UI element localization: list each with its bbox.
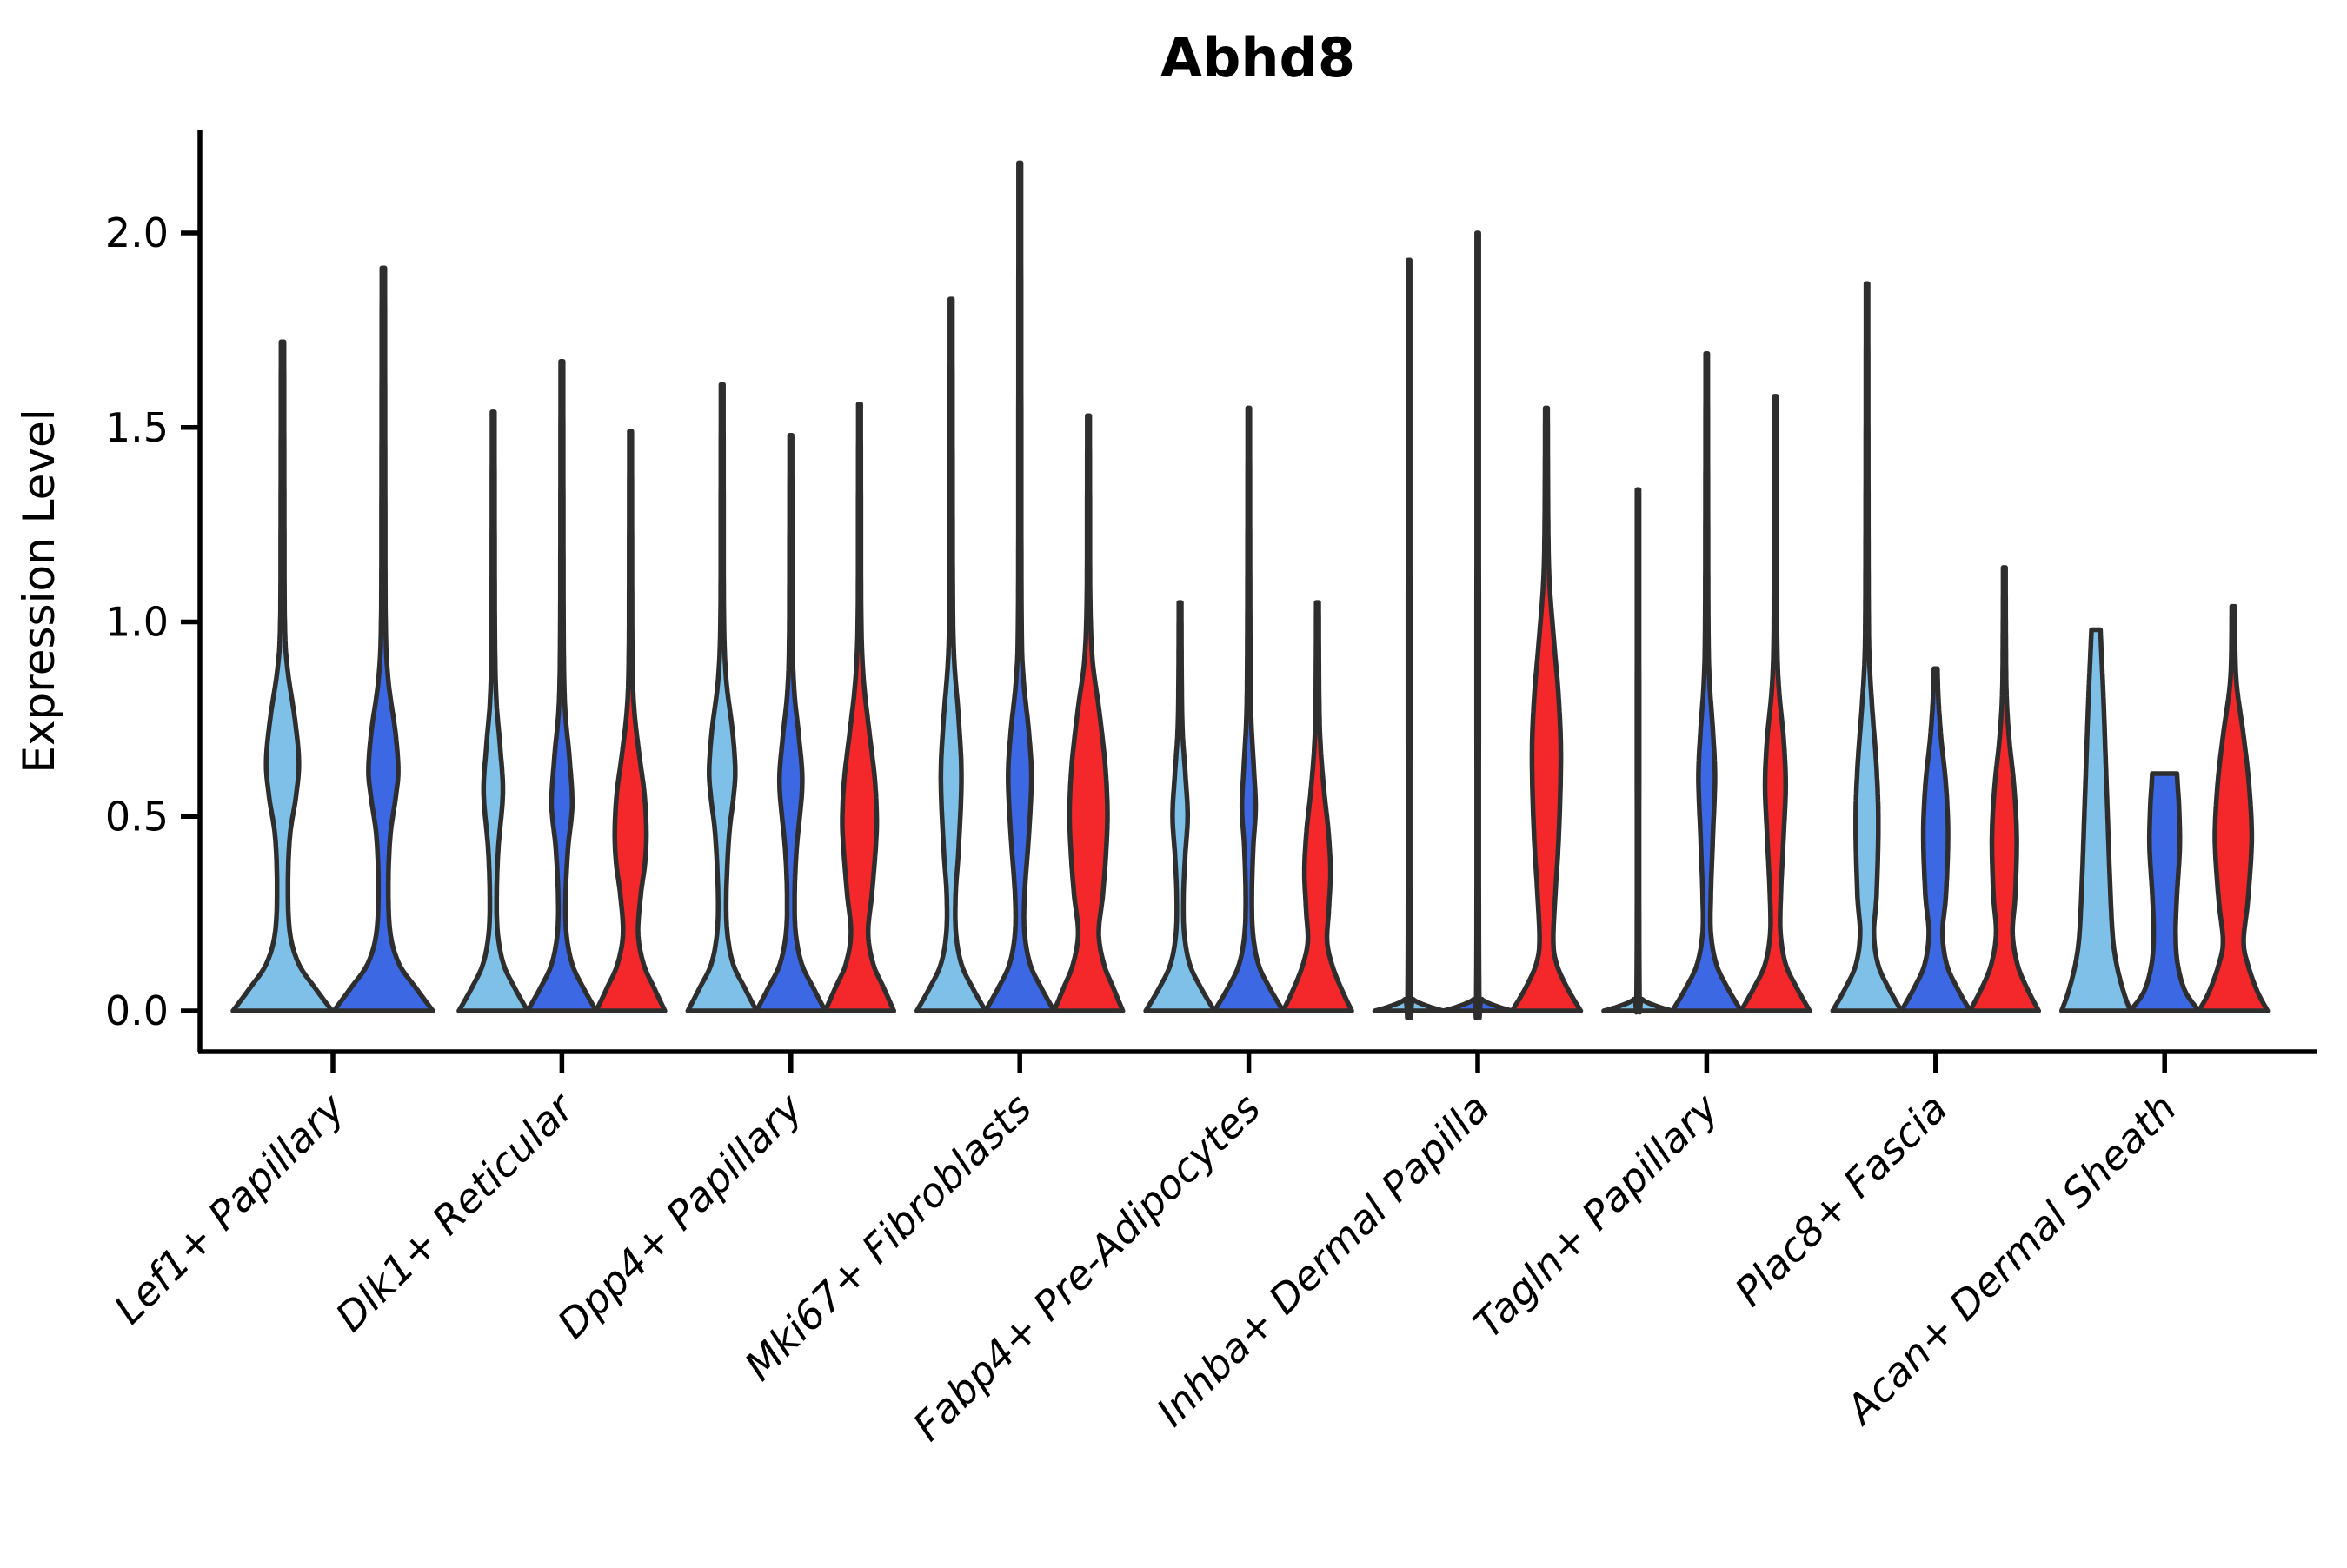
violin-inhba+-light_blue [1372,257,1446,1020]
y-axis-label: Expression Level [14,409,64,773]
y-tick-label: 1.5 [105,404,169,451]
x-tick-label: Dpp4+ Papillary [549,1084,812,1347]
x-tick-label: Tagln+ Papillary [1465,1084,1728,1347]
y-tick-label: 1.0 [105,599,169,646]
x-tick-label: Lef1+ Papillary [105,1084,354,1332]
violin-tagln+-dark_blue [1670,350,1744,1013]
violin-plac8+-red [1967,565,2042,1013]
violin-dlk1+-light_blue [456,409,530,1013]
violin-plac8+-dark_blue [1898,666,1973,1013]
violin-fabp4+-light_blue [1143,600,1217,1013]
violin-mki67+-dark_blue [982,160,1057,1013]
violin-plac8+-light_blue [1830,281,1905,1013]
x-tick-label: Plac8+ Fascia [1725,1085,1956,1315]
y-tick-label: 0.0 [105,987,169,1034]
violin-inhba+-dark_blue [1440,230,1515,1020]
x-tick-label: Dlk1+ Reticular [327,1082,585,1340]
violin-dlk1+-dark_blue [525,358,599,1013]
violin-dpp4+-red [822,402,897,1013]
violin-acan+-dark_blue [2127,771,2202,1013]
violin-fabp4+-dark_blue [1212,405,1286,1013]
violin-dpp4+-light_blue [685,382,760,1013]
y-tick-label: 0.5 [105,793,169,840]
violin-acan+-light_blue [2058,627,2133,1013]
violin-lef1+-light_blue [230,339,335,1013]
violin-tagln+-red [1739,394,1812,1013]
violin-mki67+-light_blue [914,296,988,1013]
violin-lef1+-dark_blue [331,265,435,1013]
violin-inhba+-red [1509,405,1584,1013]
violin-fabp4+-red [1280,600,1354,1013]
violin-tagln+-light_blue [1601,487,1675,1015]
violin-dpp4+-dark_blue [754,432,828,1013]
violin-acan+-red [2196,603,2271,1013]
violin-dlk1+-red [594,429,668,1013]
y-tick-label: 2.0 [105,209,169,256]
violin-mki67+-red [1051,413,1126,1013]
chart-title: Abhd8 [1160,26,1355,90]
